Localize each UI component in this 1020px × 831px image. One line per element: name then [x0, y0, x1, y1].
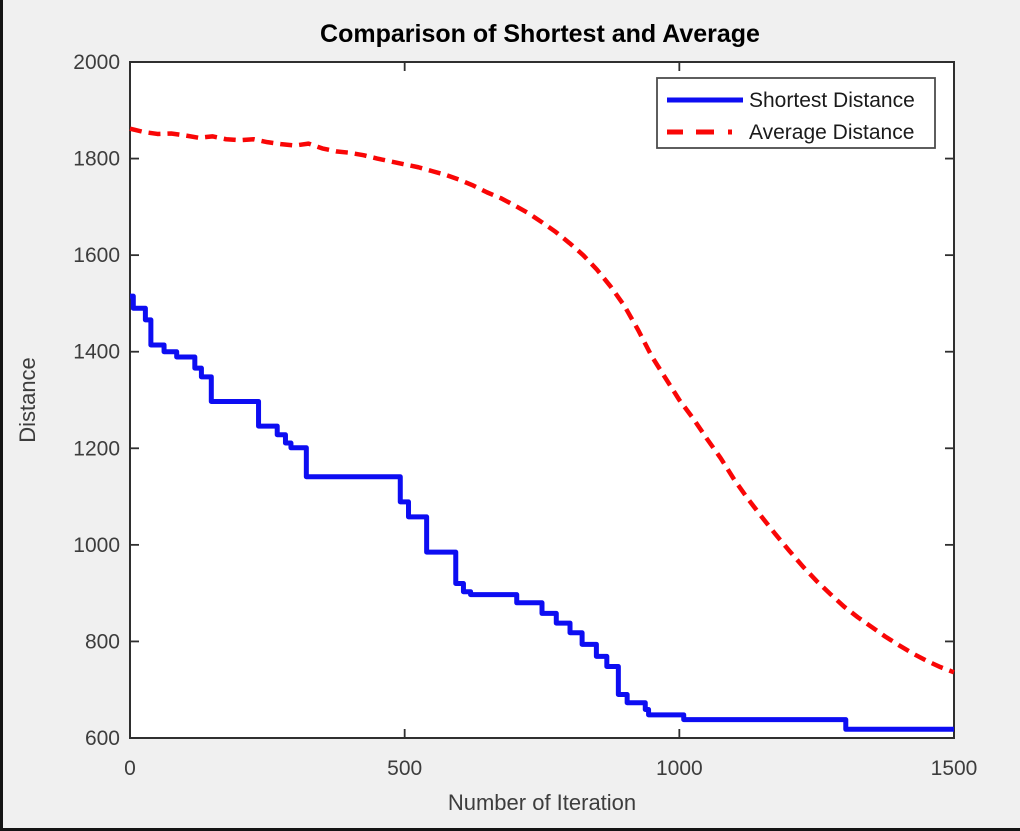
- average-distance-line: [129, 126, 955, 675]
- line-chart: 0 500 1000 1500 600 800 1000 1200 1400 1600 1800 20…: [15, 20, 977, 815]
- x-axis-label: Number of Iteration: [448, 790, 636, 815]
- y-tick-label: 800: [85, 630, 120, 653]
- x-tick-label: 1500: [931, 757, 978, 780]
- y-tick-label: 1800: [73, 148, 120, 171]
- chart-title: Comparison of Shortest and Average: [320, 20, 760, 48]
- y-axis-label: Distance: [15, 357, 40, 443]
- y-tick-label: 1400: [73, 341, 120, 364]
- y-tick-label: 1600: [73, 244, 120, 267]
- plot-area: [129, 61, 955, 739]
- series: [129, 126, 955, 732]
- shortest-distance-line: [130, 293, 954, 732]
- legend: Shortest Distance Average Distance: [656, 77, 936, 149]
- x-tick-label: 0: [124, 757, 136, 780]
- y-tick-label: 1200: [73, 437, 120, 460]
- x-tick-label: 500: [387, 757, 422, 780]
- legend-label-shortest: Shortest Distance: [749, 89, 915, 112]
- axes: 0 500 1000 1500 600 800 1000 1200 1400 1600 1800 20…: [73, 51, 977, 780]
- x-tick-label: 1000: [656, 757, 703, 780]
- y-tick-label: 1000: [73, 534, 120, 557]
- y-tick-label: 2000: [73, 51, 120, 74]
- legend-label-average: Average Distance: [749, 121, 914, 144]
- legend-box: [656, 77, 936, 149]
- y-tick-label: 600: [85, 727, 120, 750]
